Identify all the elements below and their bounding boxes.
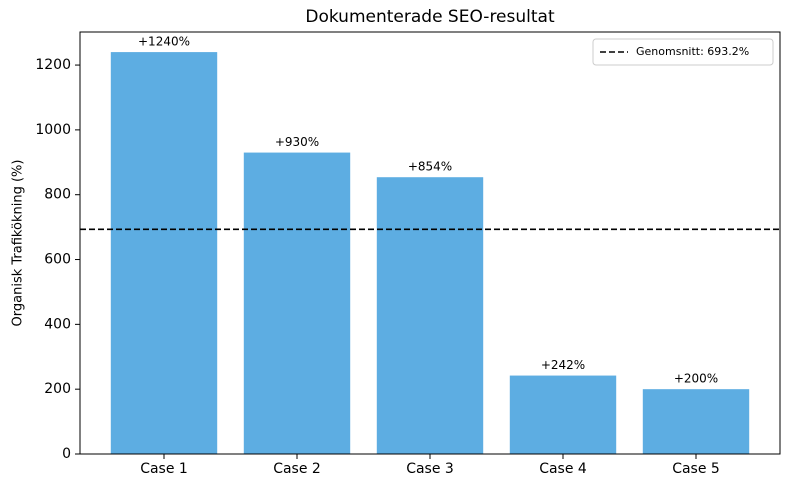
y-tick-label: 600 [44,252,71,268]
value-label: +854% [408,160,452,174]
x-tick-label: Case 1 [140,461,188,477]
x-tick-label: Case 4 [539,461,587,477]
bar [243,152,351,455]
value-label: +1240% [138,35,190,49]
y-tick-label: 800 [44,187,71,203]
value-label: +242% [541,358,585,372]
y-tick-label: 0 [62,446,71,462]
bar [110,52,218,454]
bar [509,375,617,454]
y-axis-label: Organisk Trafikökning (%) [11,160,26,327]
legend-box [592,38,774,66]
y-tick-label: 400 [44,316,71,332]
bar [642,389,750,454]
y-tick-label: 1000 [35,122,71,138]
x-tick-label: Case 2 [273,461,321,477]
x-tick-label: Case 5 [672,461,720,477]
y-tick-label: 200 [44,381,71,397]
value-label: +200% [674,372,718,386]
chart-title: Dokumenterade SEO-resultat [305,7,555,27]
y-tick-label: 1200 [35,57,71,73]
frame [79,31,781,455]
value-label: +930% [275,135,319,149]
x-tick-label: Case 3 [406,461,454,477]
legend-label: Genomsnitt: 693.2% [636,45,749,58]
bar [376,177,484,455]
